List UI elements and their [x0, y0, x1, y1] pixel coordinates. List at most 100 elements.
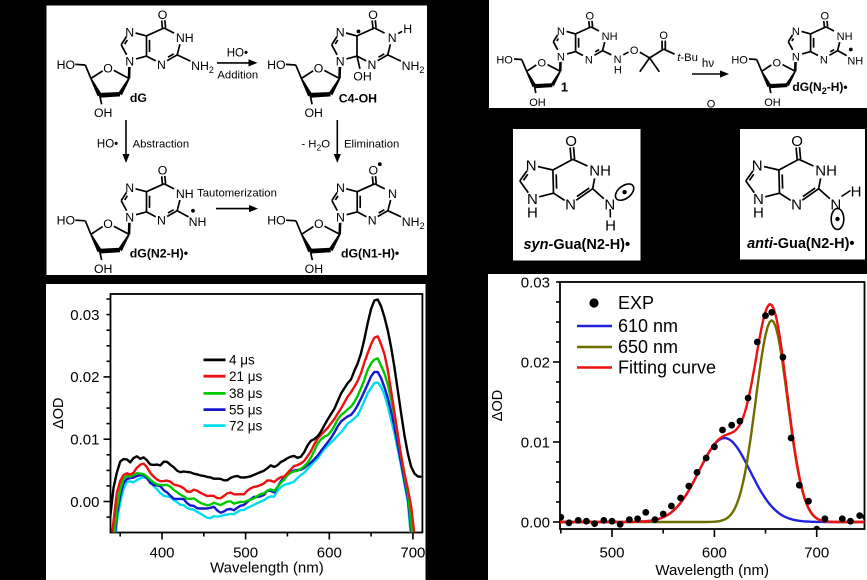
svg-text:72 μs: 72 μs — [229, 418, 263, 433]
svg-text:EXP: EXP — [618, 293, 654, 313]
svg-text:N: N — [336, 55, 345, 69]
svg-text:0.03: 0.03 — [70, 307, 99, 324]
svg-text:anti-Gua(N2-H)•: anti-Gua(N2-H)• — [747, 236, 854, 252]
svg-text:0.03: 0.03 — [521, 274, 550, 291]
svg-text:O: O — [158, 8, 168, 22]
svg-text:N: N — [614, 54, 622, 66]
svg-text:NH2: NH2 — [402, 215, 425, 231]
svg-text:NH: NH — [176, 187, 194, 201]
svg-text:N: N — [157, 58, 166, 72]
svg-text:O: O — [821, 11, 830, 23]
svg-text:N: N — [820, 55, 828, 67]
svg-text:H: H — [753, 205, 764, 222]
svg-text:ΔOD: ΔOD — [490, 390, 506, 421]
svg-text:NH: NH — [847, 56, 863, 68]
svg-text:N: N — [125, 25, 134, 39]
svg-text:700: 700 — [804, 545, 829, 562]
svg-text:4 μs: 4 μs — [229, 353, 255, 368]
svg-text:NH2: NH2 — [402, 59, 425, 75]
svg-text:0.02: 0.02 — [70, 369, 99, 386]
svg-text:400: 400 — [149, 545, 174, 562]
svg-text:OH: OH — [529, 97, 546, 109]
svg-text:O: O — [707, 99, 716, 111]
svg-text:N: N — [565, 197, 576, 214]
svg-text:O: O — [791, 133, 803, 150]
svg-text:C4-OH: C4-OH — [339, 91, 377, 105]
svg-text:N: N — [791, 197, 802, 214]
svg-text:H: H — [605, 218, 616, 235]
svg-text:H: H — [527, 205, 538, 222]
svg-text:N: N — [157, 214, 166, 228]
svg-text:0.00: 0.00 — [521, 514, 550, 531]
svg-text:HO: HO — [267, 58, 285, 72]
svg-text:dG(N2-H)•: dG(N2-H)• — [130, 247, 188, 261]
svg-text:N: N — [752, 158, 763, 175]
svg-text:0.01: 0.01 — [70, 432, 99, 449]
svg-text:HO•: HO• — [97, 139, 118, 151]
svg-text:N: N — [557, 52, 565, 64]
svg-text:hν: hν — [702, 58, 714, 70]
svg-text:t-Bu: t-Bu — [677, 52, 698, 64]
svg-text:O: O — [538, 58, 547, 70]
svg-text:dG: dG — [130, 91, 147, 105]
svg-text:N: N — [336, 25, 345, 39]
svg-text:N: N — [585, 55, 593, 67]
svg-text:650 nm: 650 nm — [618, 337, 678, 357]
svg-text:HO: HO — [57, 214, 75, 228]
svg-text:O: O — [103, 61, 113, 75]
svg-text:600: 600 — [702, 545, 727, 562]
svg-text:NH: NH — [815, 163, 837, 180]
svg-text:NH: NH — [589, 163, 611, 180]
svg-text:syn-Gua(N2-H)•: syn-Gua(N2-H)• — [523, 237, 630, 253]
svg-text:21 μs: 21 μs — [229, 369, 263, 384]
svg-text:HO: HO — [267, 214, 285, 228]
svg-text:O: O — [314, 217, 324, 231]
svg-text:N: N — [336, 210, 345, 224]
svg-text:OH: OH — [305, 262, 323, 276]
svg-text:HO: HO — [496, 55, 513, 67]
svg-text:N: N — [125, 55, 134, 69]
svg-text:OH: OH — [764, 97, 781, 109]
svg-text:O: O — [630, 45, 639, 57]
svg-text:O: O — [368, 8, 378, 22]
svg-text:NH2: NH2 — [191, 59, 214, 75]
svg-text:NH: NH — [189, 215, 207, 229]
svg-text:N: N — [125, 210, 134, 224]
svg-text:0.00: 0.00 — [70, 494, 99, 511]
svg-text:N: N — [368, 58, 377, 72]
svg-text:Addition: Addition — [217, 70, 258, 82]
svg-text:1: 1 — [561, 80, 568, 95]
svg-text:O: O — [369, 164, 379, 178]
svg-text:N: N — [527, 191, 538, 208]
svg-text:dG(N2-H)•: dG(N2-H)• — [792, 80, 847, 96]
svg-text:600: 600 — [317, 545, 342, 562]
svg-text:700: 700 — [400, 545, 425, 562]
svg-text:OH: OH — [94, 106, 112, 120]
svg-text:HO: HO — [57, 58, 75, 72]
svg-text:NH: NH — [837, 31, 853, 43]
svg-text:N: N — [526, 158, 537, 175]
svg-text:N: N — [604, 197, 615, 214]
svg-text:N: N — [792, 26, 800, 38]
svg-text:O: O — [158, 164, 168, 178]
svg-text:ΔOD: ΔOD — [51, 398, 67, 429]
svg-text:500: 500 — [233, 545, 258, 562]
svg-text:N: N — [388, 187, 397, 201]
svg-text:610 nm: 610 nm — [618, 316, 678, 336]
svg-text:N: N — [388, 31, 397, 45]
svg-text:O: O — [773, 58, 782, 70]
svg-text:O: O — [586, 11, 595, 23]
svg-text:O: O — [565, 133, 577, 150]
svg-text:OH: OH — [353, 70, 371, 84]
svg-text:HO: HO — [731, 55, 748, 67]
svg-text:O: O — [103, 217, 113, 231]
svg-text:NH: NH — [176, 31, 194, 45]
svg-text:H: H — [851, 184, 862, 201]
svg-text:Tautomerization: Tautomerization — [197, 187, 277, 199]
svg-text:dG(N1-H)•: dG(N1-H)• — [341, 247, 399, 261]
svg-text:NH: NH — [602, 31, 618, 43]
svg-text:H: H — [614, 65, 622, 77]
svg-text:OH: OH — [94, 262, 112, 276]
svg-text:Wavelength (nm): Wavelength (nm) — [655, 562, 769, 579]
svg-text:N: N — [368, 214, 377, 228]
